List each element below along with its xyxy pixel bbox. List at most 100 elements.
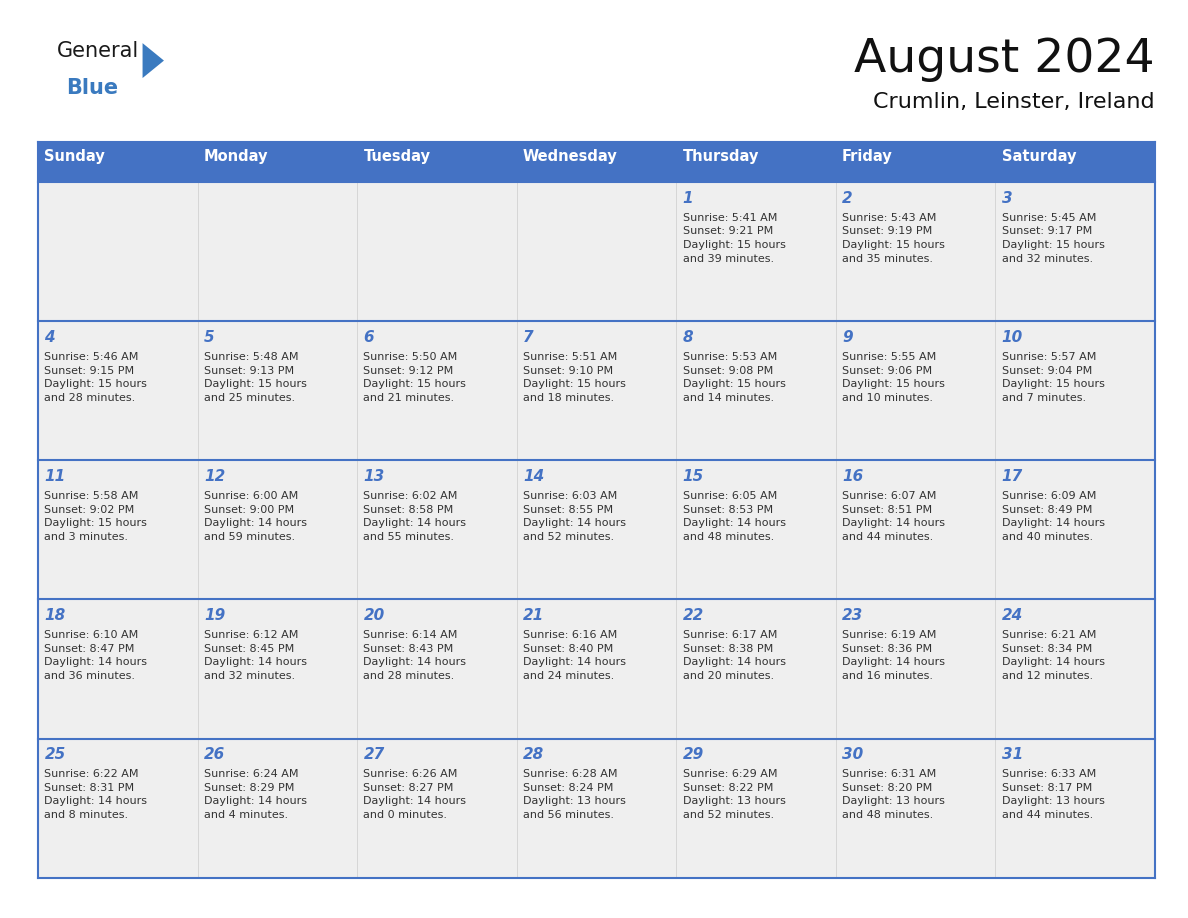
Text: Saturday: Saturday — [1001, 150, 1076, 164]
Text: Blue: Blue — [67, 78, 119, 98]
Text: 29: 29 — [683, 747, 703, 762]
Bar — [835, 739, 996, 878]
Text: Sunrise: 6:00 AM
Sunset: 9:00 PM
Daylight: 14 hours
and 59 minutes.: Sunrise: 6:00 AM Sunset: 9:00 PM Dayligh… — [204, 491, 307, 542]
Text: 12: 12 — [204, 469, 226, 484]
Bar — [38, 461, 197, 599]
Bar — [517, 599, 676, 739]
Text: Sunrise: 5:45 AM
Sunset: 9:17 PM
Daylight: 15 hours
and 32 minutes.: Sunrise: 5:45 AM Sunset: 9:17 PM Dayligh… — [1001, 213, 1105, 263]
Bar — [358, 599, 517, 739]
Text: Sunrise: 6:29 AM
Sunset: 8:22 PM
Daylight: 13 hours
and 52 minutes.: Sunrise: 6:29 AM Sunset: 8:22 PM Dayligh… — [683, 769, 785, 820]
Bar — [517, 321, 676, 461]
Text: Sunrise: 6:26 AM
Sunset: 8:27 PM
Daylight: 14 hours
and 0 minutes.: Sunrise: 6:26 AM Sunset: 8:27 PM Dayligh… — [364, 769, 467, 820]
Text: 21: 21 — [523, 608, 544, 622]
Bar — [835, 461, 996, 599]
Text: Friday: Friday — [842, 150, 893, 164]
Text: Sunrise: 6:22 AM
Sunset: 8:31 PM
Daylight: 14 hours
and 8 minutes.: Sunrise: 6:22 AM Sunset: 8:31 PM Dayligh… — [44, 769, 147, 820]
Bar — [358, 461, 517, 599]
Text: 27: 27 — [364, 747, 385, 762]
Text: 31: 31 — [1001, 747, 1023, 762]
Text: Sunrise: 5:41 AM
Sunset: 9:21 PM
Daylight: 15 hours
and 39 minutes.: Sunrise: 5:41 AM Sunset: 9:21 PM Dayligh… — [683, 213, 785, 263]
Bar — [197, 739, 358, 878]
Bar — [517, 183, 676, 321]
Text: Sunday: Sunday — [44, 150, 106, 164]
Bar — [676, 739, 835, 878]
Text: 1: 1 — [683, 191, 693, 206]
Text: 23: 23 — [842, 608, 864, 622]
Bar — [38, 321, 197, 461]
Text: Sunrise: 5:57 AM
Sunset: 9:04 PM
Daylight: 15 hours
and 7 minutes.: Sunrise: 5:57 AM Sunset: 9:04 PM Dayligh… — [1001, 352, 1105, 403]
Text: 16: 16 — [842, 469, 864, 484]
Text: Sunrise: 6:09 AM
Sunset: 8:49 PM
Daylight: 14 hours
and 40 minutes.: Sunrise: 6:09 AM Sunset: 8:49 PM Dayligh… — [1001, 491, 1105, 542]
Text: 10: 10 — [1001, 330, 1023, 344]
Text: Sunrise: 5:58 AM
Sunset: 9:02 PM
Daylight: 15 hours
and 3 minutes.: Sunrise: 5:58 AM Sunset: 9:02 PM Dayligh… — [44, 491, 147, 542]
Bar — [835, 321, 996, 461]
Bar — [197, 321, 358, 461]
Text: Tuesday: Tuesday — [364, 150, 430, 164]
Bar — [197, 599, 358, 739]
Text: Sunrise: 5:43 AM
Sunset: 9:19 PM
Daylight: 15 hours
and 35 minutes.: Sunrise: 5:43 AM Sunset: 9:19 PM Dayligh… — [842, 213, 944, 263]
Bar — [38, 739, 197, 878]
Text: 9: 9 — [842, 330, 853, 344]
Text: Sunrise: 5:55 AM
Sunset: 9:06 PM
Daylight: 15 hours
and 10 minutes.: Sunrise: 5:55 AM Sunset: 9:06 PM Dayligh… — [842, 352, 944, 403]
Text: 15: 15 — [683, 469, 703, 484]
Text: Sunrise: 6:05 AM
Sunset: 8:53 PM
Daylight: 14 hours
and 48 minutes.: Sunrise: 6:05 AM Sunset: 8:53 PM Dayligh… — [683, 491, 785, 542]
Text: General: General — [57, 41, 139, 62]
Text: Crumlin, Leinster, Ireland: Crumlin, Leinster, Ireland — [873, 92, 1155, 112]
Text: Sunrise: 6:12 AM
Sunset: 8:45 PM
Daylight: 14 hours
and 32 minutes.: Sunrise: 6:12 AM Sunset: 8:45 PM Dayligh… — [204, 630, 307, 681]
Text: Sunrise: 5:50 AM
Sunset: 9:12 PM
Daylight: 15 hours
and 21 minutes.: Sunrise: 5:50 AM Sunset: 9:12 PM Dayligh… — [364, 352, 467, 403]
Bar — [38, 183, 197, 321]
Bar — [38, 142, 1155, 183]
Text: 20: 20 — [364, 608, 385, 622]
Text: Sunrise: 6:19 AM
Sunset: 8:36 PM
Daylight: 14 hours
and 16 minutes.: Sunrise: 6:19 AM Sunset: 8:36 PM Dayligh… — [842, 630, 946, 681]
Polygon shape — [143, 43, 164, 78]
Text: 8: 8 — [683, 330, 693, 344]
Bar — [517, 739, 676, 878]
Text: 13: 13 — [364, 469, 385, 484]
Bar — [835, 183, 996, 321]
Text: Sunrise: 6:28 AM
Sunset: 8:24 PM
Daylight: 13 hours
and 56 minutes.: Sunrise: 6:28 AM Sunset: 8:24 PM Dayligh… — [523, 769, 626, 820]
Text: 17: 17 — [1001, 469, 1023, 484]
Text: Sunrise: 5:51 AM
Sunset: 9:10 PM
Daylight: 15 hours
and 18 minutes.: Sunrise: 5:51 AM Sunset: 9:10 PM Dayligh… — [523, 352, 626, 403]
Text: 22: 22 — [683, 608, 703, 622]
Bar — [517, 461, 676, 599]
Bar — [996, 599, 1155, 739]
Text: August 2024: August 2024 — [854, 37, 1155, 82]
Text: 18: 18 — [44, 608, 65, 622]
Text: 14: 14 — [523, 469, 544, 484]
Text: 4: 4 — [44, 330, 55, 344]
Bar — [197, 461, 358, 599]
Text: Sunrise: 6:33 AM
Sunset: 8:17 PM
Daylight: 13 hours
and 44 minutes.: Sunrise: 6:33 AM Sunset: 8:17 PM Dayligh… — [1001, 769, 1105, 820]
Text: Sunrise: 6:16 AM
Sunset: 8:40 PM
Daylight: 14 hours
and 24 minutes.: Sunrise: 6:16 AM Sunset: 8:40 PM Dayligh… — [523, 630, 626, 681]
Text: 7: 7 — [523, 330, 533, 344]
Bar — [996, 461, 1155, 599]
Bar — [38, 599, 197, 739]
Text: 30: 30 — [842, 747, 864, 762]
Bar — [676, 461, 835, 599]
Text: Sunrise: 6:21 AM
Sunset: 8:34 PM
Daylight: 14 hours
and 12 minutes.: Sunrise: 6:21 AM Sunset: 8:34 PM Dayligh… — [1001, 630, 1105, 681]
Bar — [358, 183, 517, 321]
Text: Wednesday: Wednesday — [523, 150, 618, 164]
Text: 5: 5 — [204, 330, 215, 344]
Text: 24: 24 — [1001, 608, 1023, 622]
Text: Sunrise: 6:02 AM
Sunset: 8:58 PM
Daylight: 14 hours
and 55 minutes.: Sunrise: 6:02 AM Sunset: 8:58 PM Dayligh… — [364, 491, 467, 542]
Text: Thursday: Thursday — [683, 150, 759, 164]
Text: 26: 26 — [204, 747, 226, 762]
Text: 11: 11 — [44, 469, 65, 484]
Text: Sunrise: 6:17 AM
Sunset: 8:38 PM
Daylight: 14 hours
and 20 minutes.: Sunrise: 6:17 AM Sunset: 8:38 PM Dayligh… — [683, 630, 785, 681]
Text: Sunrise: 5:48 AM
Sunset: 9:13 PM
Daylight: 15 hours
and 25 minutes.: Sunrise: 5:48 AM Sunset: 9:13 PM Dayligh… — [204, 352, 307, 403]
Text: 6: 6 — [364, 330, 374, 344]
Bar — [358, 739, 517, 878]
Text: 19: 19 — [204, 608, 226, 622]
Text: 28: 28 — [523, 747, 544, 762]
Text: 25: 25 — [44, 747, 65, 762]
Text: Monday: Monday — [204, 150, 268, 164]
Text: 2: 2 — [842, 191, 853, 206]
Bar — [676, 183, 835, 321]
Text: Sunrise: 5:53 AM
Sunset: 9:08 PM
Daylight: 15 hours
and 14 minutes.: Sunrise: 5:53 AM Sunset: 9:08 PM Dayligh… — [683, 352, 785, 403]
Text: Sunrise: 6:24 AM
Sunset: 8:29 PM
Daylight: 14 hours
and 4 minutes.: Sunrise: 6:24 AM Sunset: 8:29 PM Dayligh… — [204, 769, 307, 820]
Bar — [197, 183, 358, 321]
Bar — [996, 739, 1155, 878]
Bar — [996, 183, 1155, 321]
Text: Sunrise: 6:14 AM
Sunset: 8:43 PM
Daylight: 14 hours
and 28 minutes.: Sunrise: 6:14 AM Sunset: 8:43 PM Dayligh… — [364, 630, 467, 681]
Text: Sunrise: 6:10 AM
Sunset: 8:47 PM
Daylight: 14 hours
and 36 minutes.: Sunrise: 6:10 AM Sunset: 8:47 PM Dayligh… — [44, 630, 147, 681]
